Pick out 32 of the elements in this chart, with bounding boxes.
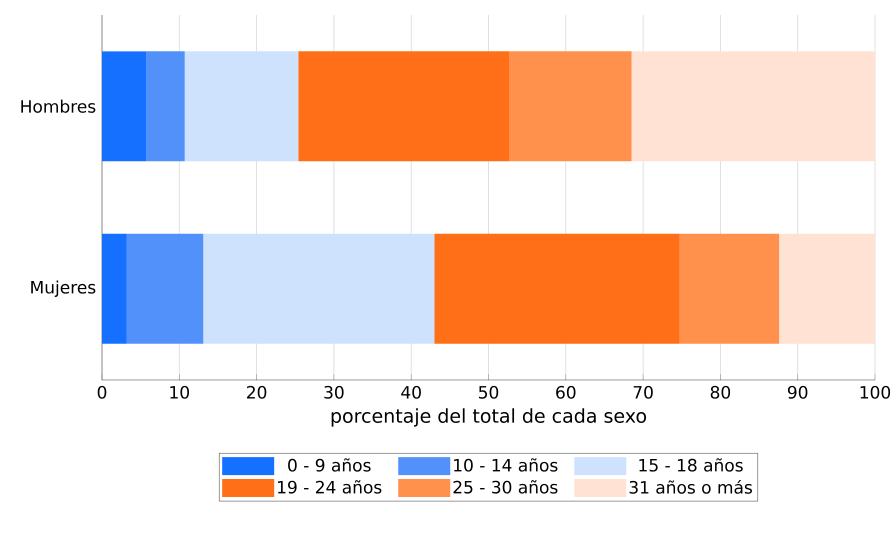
bar [779,234,875,344]
legend-label: 10 - 14 años [454,458,558,472]
bar [102,234,127,344]
x-tick-label: 0 [98,386,106,399]
bar [184,51,298,162]
x-tick-label: 30 [324,386,344,399]
bar [509,51,632,162]
x-tick-label: 80 [710,386,730,399]
bar [632,51,875,162]
bar [434,234,680,344]
x-tick-label: 60 [556,386,576,399]
legend-label: 31 años o más [630,480,752,494]
legend-label: 19 - 24 años [278,480,382,494]
bar [298,51,510,162]
bar [102,51,146,162]
bar [203,234,434,344]
x-axis-title: porcentaje del total de cada sexo [332,408,646,427]
x-tick-label: 70 [634,386,653,399]
legend-label: 0 - 9 años [288,458,371,472]
x-tick-label: 20 [247,386,266,399]
x-tick-label: 50 [479,386,498,399]
x-tick-label: 40 [401,386,421,399]
y-tick-label: Mujeres [31,280,96,297]
y-tick-label: Hombres [21,100,96,113]
bar [146,51,185,162]
legend-label: 25 - 30 años [453,480,558,494]
x-tick-label: 90 [788,386,808,399]
x-tick-label: 100 [860,386,890,399]
legend-label: 15 - 18 años [639,458,743,472]
x-tick-label: 10 [170,386,189,399]
bar [679,234,780,344]
bar [126,234,204,344]
